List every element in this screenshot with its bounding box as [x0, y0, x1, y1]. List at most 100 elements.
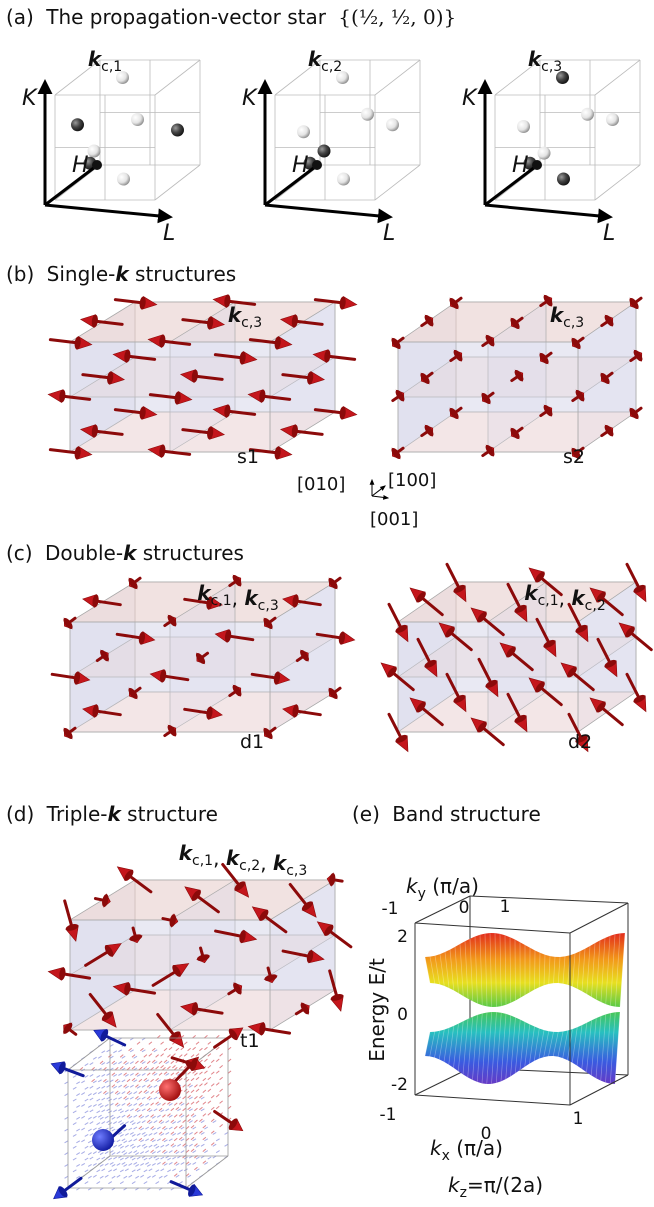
sphere	[538, 147, 551, 160]
texture-arrow	[85, 1170, 88, 1172]
panel-title: (e) Band structure	[352, 802, 541, 826]
axis-label: H	[72, 153, 89, 178]
texture-arrow	[144, 1134, 147, 1136]
texture-arrow	[132, 1078, 135, 1081]
tick-label: 2	[397, 927, 408, 947]
texture-arrow	[142, 1073, 145, 1075]
texture-arrow	[204, 1083, 207, 1086]
texture-arrow	[164, 1152, 167, 1154]
texture-arrow	[211, 1107, 214, 1110]
direction-label: [100]	[388, 470, 436, 491]
texture-arrow	[132, 1066, 135, 1069]
texture-arrow	[102, 1169, 105, 1171]
k-subscript: c,2	[239, 858, 260, 874]
texture-arrow	[134, 1151, 137, 1153]
texture-arrow	[149, 1098, 152, 1100]
texture-arrow	[204, 1047, 207, 1050]
texture-arrow	[147, 1176, 150, 1178]
texture-arrow	[166, 1121, 169, 1123]
texture-arrow	[112, 1176, 115, 1178]
separator: ,	[260, 851, 273, 875]
texture-arrow	[208, 1101, 211, 1104]
texture-arrow	[216, 1047, 219, 1050]
texture-arrow	[124, 1176, 127, 1178]
texture-arrow	[88, 1117, 91, 1119]
texture-arrow	[110, 1162, 113, 1164]
texture-arrow	[162, 1162, 165, 1165]
texture-arrow	[191, 1149, 194, 1152]
texture-arrow	[193, 1115, 196, 1117]
texture-arrow	[228, 1047, 231, 1050]
texture-arrow	[167, 1055, 170, 1058]
texture-arrow	[144, 1066, 147, 1069]
texture-arrow	[147, 1061, 150, 1064]
texture-arrow	[110, 1151, 113, 1153]
texture-arrow	[179, 1114, 182, 1117]
texture-arrow	[124, 1096, 127, 1099]
texture-arrow	[113, 1086, 116, 1088]
texture-arrow	[228, 1071, 231, 1074]
texture-arrow	[172, 1133, 175, 1135]
sphere	[337, 173, 350, 186]
k-vector-label: kc,1, kc,2, kc,3	[179, 841, 308, 879]
moment-shaft	[389, 604, 401, 629]
texture-arrow	[105, 1152, 108, 1154]
texture-arrow	[110, 1080, 113, 1082]
texture-arrow	[157, 1162, 160, 1164]
texture-arrow	[199, 1060, 202, 1063]
title-text: structure	[121, 802, 218, 826]
texture-arrow	[112, 1164, 115, 1166]
texture-arrow	[142, 1097, 145, 1099]
texture-arrow	[113, 1157, 116, 1159]
title-text: structures	[129, 262, 237, 286]
texture-arrow	[129, 1140, 132, 1142]
sphere	[318, 145, 331, 158]
texture-arrow	[115, 1091, 118, 1094]
texture-arrow	[120, 1111, 123, 1113]
texture-arrow	[115, 1103, 118, 1106]
texture-arrow	[203, 1149, 206, 1152]
texture-arrow	[125, 1110, 128, 1112]
texture-arrow	[65, 1141, 68, 1143]
texture-arrow	[172, 1169, 175, 1171]
band-mesh	[535, 950, 536, 989]
texture-arrow	[129, 1163, 132, 1165]
texture-arrow	[169, 1047, 172, 1050]
texture-arrow	[93, 1057, 96, 1059]
k-subscript: c,3	[258, 598, 279, 614]
panel-label: (d)	[6, 802, 34, 826]
texture-arrow	[152, 1072, 155, 1075]
texture-arrow	[154, 1073, 157, 1075]
texture-arrow	[147, 1085, 150, 1088]
texture-arrow	[159, 1176, 162, 1178]
texture-arrow	[157, 1080, 160, 1082]
texture-arrow	[167, 1114, 170, 1117]
k-vector-label: kc,3	[528, 47, 562, 75]
texture-arrow	[203, 1102, 206, 1105]
texture-arrow	[135, 1061, 138, 1064]
texture-arrow	[132, 1170, 135, 1172]
texture-arrow	[156, 1170, 159, 1172]
texture-arrow	[73, 1170, 76, 1172]
texture-arrow	[144, 1090, 147, 1093]
texture-arrow	[208, 1157, 211, 1159]
sphere	[171, 124, 184, 137]
texture-arrow	[193, 1127, 196, 1129]
texture-arrow	[228, 1083, 231, 1086]
texture-arrow	[176, 1175, 179, 1177]
texture-arrow	[140, 1060, 143, 1063]
texture-arrow	[164, 1048, 167, 1051]
texture-arrow	[137, 1110, 140, 1112]
texture-arrow	[107, 1073, 110, 1075]
texture-arrow	[65, 1129, 68, 1131]
texture-arrow	[166, 1073, 169, 1075]
k-subscript: c,2	[585, 598, 606, 614]
axis-label: kz=π/(2a)	[448, 1173, 543, 1201]
texture-arrow	[194, 1096, 197, 1099]
texture-arrow	[162, 1115, 165, 1118]
texture-arrow	[73, 1134, 76, 1136]
texture-arrow	[162, 1150, 165, 1153]
texture-arrow	[85, 1146, 88, 1148]
texture-arrow	[159, 1120, 162, 1123]
texture-arrow	[149, 1122, 152, 1124]
